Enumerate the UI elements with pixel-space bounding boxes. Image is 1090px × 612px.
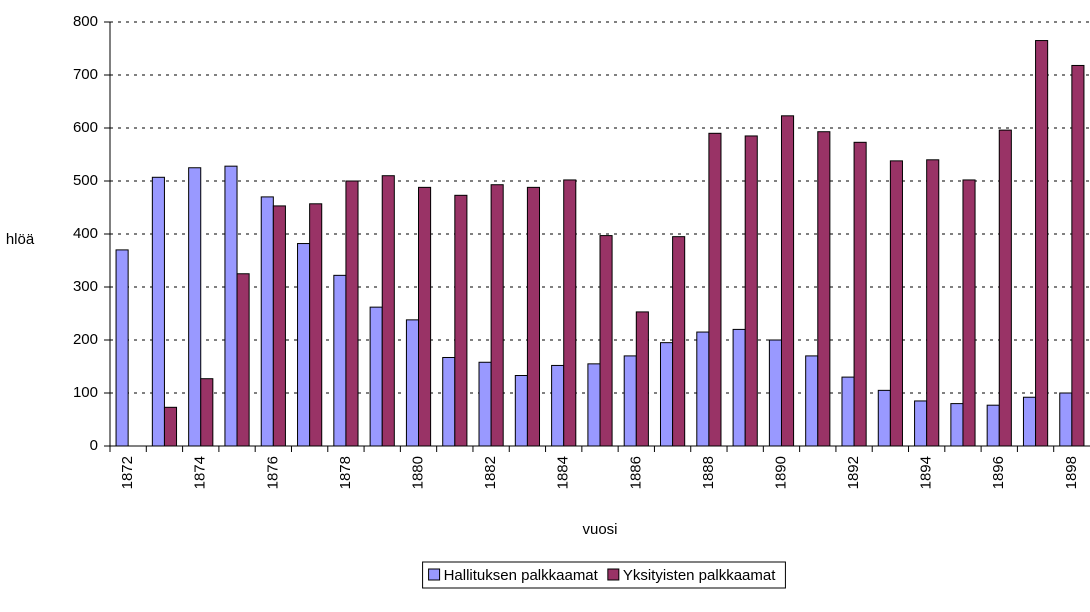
bar — [563, 179, 577, 447]
bar — [659, 342, 674, 447]
bar — [514, 375, 528, 447]
y-tick-label: 800 — [73, 13, 98, 30]
bar — [200, 378, 214, 447]
bar — [817, 131, 831, 447]
x-tick-label: 1886 — [627, 456, 644, 489]
bar — [708, 132, 722, 447]
x-tick-label: 1874 — [192, 456, 209, 489]
bar — [962, 179, 976, 447]
bar — [599, 235, 613, 447]
bar — [309, 203, 323, 447]
x-tick-label: 1888 — [700, 456, 717, 489]
bar — [998, 129, 1012, 447]
legend-swatch — [607, 568, 620, 581]
bar — [889, 160, 903, 447]
bar — [163, 406, 178, 447]
y-tick-label: 0 — [90, 437, 98, 454]
bar — [780, 115, 795, 447]
bar — [587, 363, 601, 447]
bar — [442, 356, 456, 447]
y-tick-label: 700 — [73, 66, 98, 83]
bar — [418, 186, 432, 447]
bar — [623, 355, 637, 447]
bar — [696, 331, 710, 447]
bar — [236, 273, 250, 447]
bar — [115, 249, 129, 447]
bar — [272, 205, 286, 447]
x-tick-label: 1878 — [337, 456, 354, 489]
legend-label: Yksityisten palkkaamat — [623, 567, 776, 584]
bar — [1035, 40, 1049, 447]
bar — [732, 328, 746, 447]
bar — [297, 243, 311, 447]
bar — [454, 194, 468, 447]
bar — [151, 176, 165, 447]
x-tick-label: 1894 — [918, 456, 935, 489]
bar — [841, 376, 855, 447]
y-tick-label: 500 — [73, 172, 98, 189]
bar — [188, 167, 202, 447]
bar — [1059, 392, 1073, 447]
x-tick-label: 1882 — [482, 456, 499, 489]
bar — [369, 306, 383, 447]
y-tick-label: 400 — [73, 225, 98, 242]
bar — [853, 141, 867, 447]
bar — [478, 361, 492, 447]
x-tick-label: 1884 — [555, 456, 572, 489]
x-tick-label: 1876 — [264, 456, 281, 489]
bar — [1022, 396, 1037, 447]
x-tick-label: 1880 — [409, 456, 426, 489]
bar — [805, 355, 819, 447]
bar — [877, 389, 891, 447]
bar — [986, 404, 1000, 447]
bar — [526, 186, 541, 447]
bar — [635, 311, 649, 447]
y-axis-label: hlöä — [6, 231, 35, 248]
bar — [381, 175, 395, 447]
x-tick-label: 1896 — [990, 456, 1007, 489]
x-tick-label: 1898 — [1063, 456, 1080, 489]
y-tick-label: 300 — [73, 278, 98, 295]
bar — [224, 165, 238, 447]
bar — [490, 184, 504, 447]
bar — [333, 274, 347, 447]
x-tick-label: 1892 — [845, 456, 862, 489]
bar — [914, 400, 928, 447]
bar — [405, 319, 420, 447]
legend-swatch — [428, 568, 441, 581]
bar — [260, 196, 274, 447]
legend-box — [422, 561, 786, 589]
bar — [345, 180, 359, 447]
bar — [551, 364, 565, 447]
bar — [768, 339, 782, 447]
y-tick-label: 100 — [73, 384, 98, 401]
legend-label: Hallituksen palkkaamat — [444, 567, 599, 584]
bar — [744, 135, 758, 447]
bar — [672, 236, 686, 447]
x-tick-label: 1890 — [772, 456, 789, 489]
bar — [1071, 64, 1085, 447]
x-axis-label: vuosi — [582, 521, 617, 538]
x-tick-label: 1872 — [119, 456, 136, 489]
bar — [950, 403, 964, 447]
bar — [926, 159, 940, 447]
y-tick-label: 600 — [73, 119, 98, 136]
y-tick-label: 200 — [73, 331, 98, 348]
